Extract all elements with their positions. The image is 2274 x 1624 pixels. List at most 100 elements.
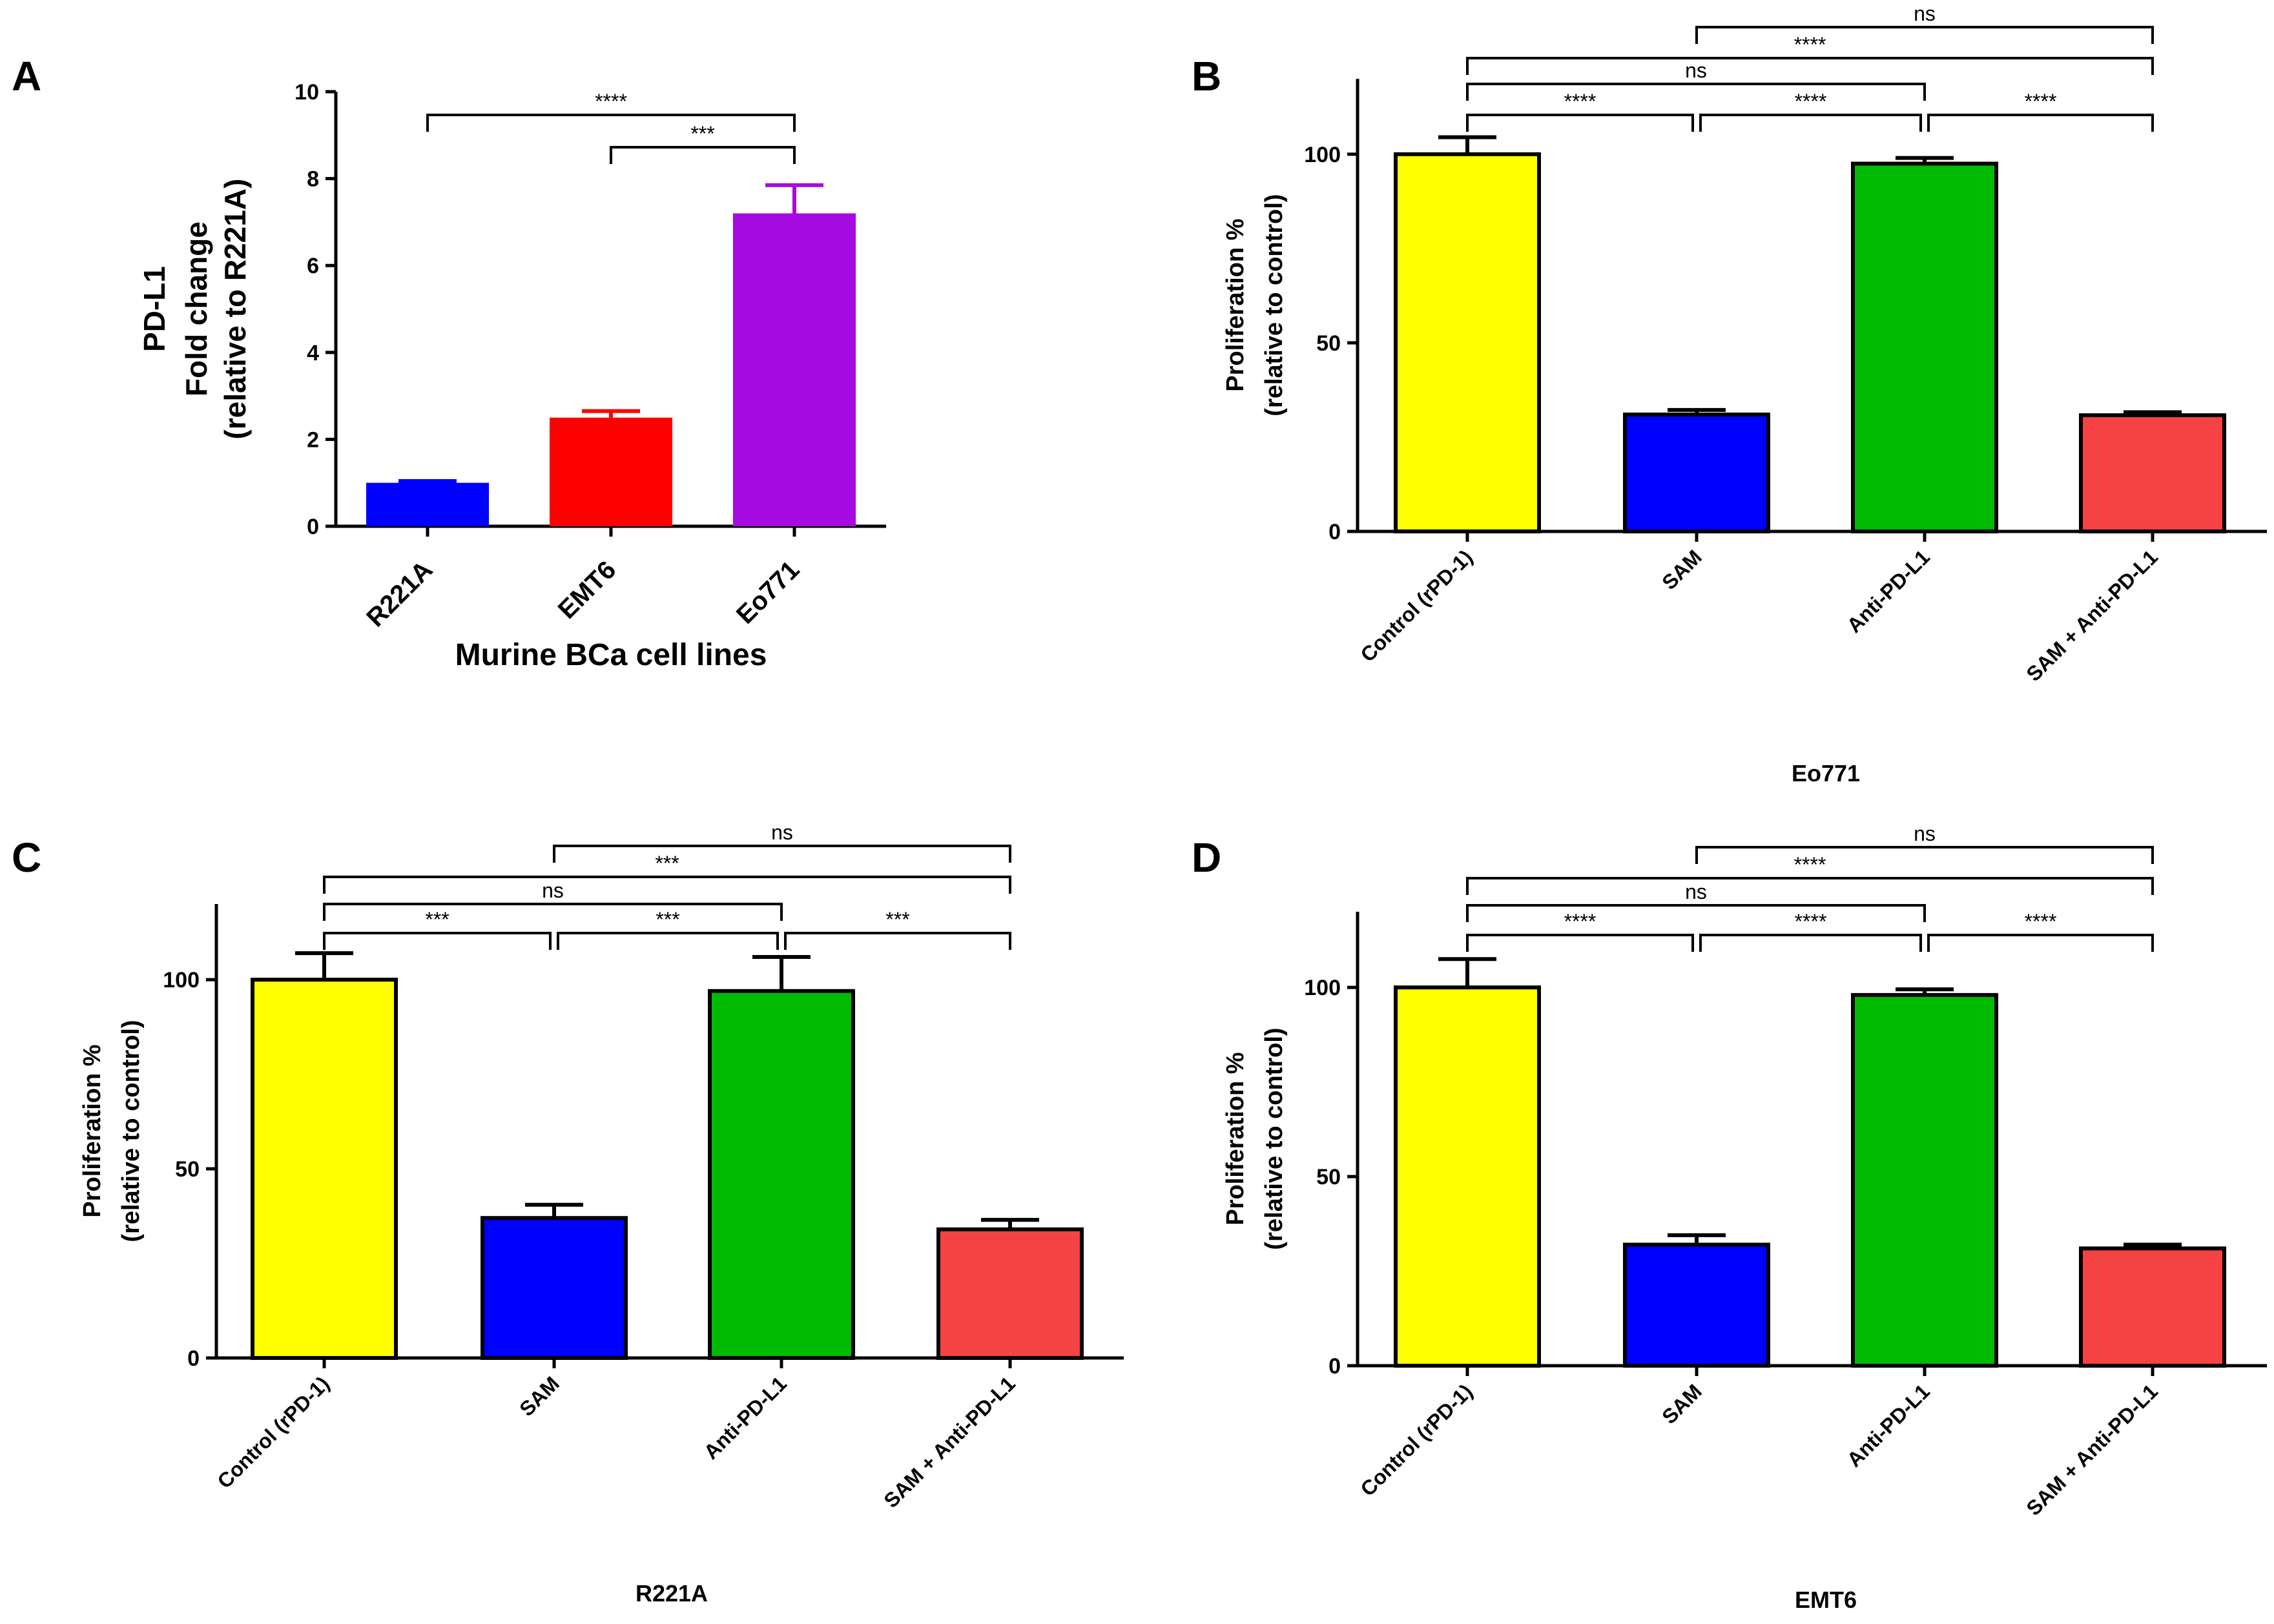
significance-bracket [323, 876, 1011, 894]
significance-label: ns [1914, 822, 1936, 845]
y-tick-label: 100 [1304, 976, 1341, 1000]
significance-bracket [1466, 934, 1694, 952]
category-label: SAM + Anti-PD-L1 [879, 1372, 1020, 1512]
significance-label: *** [656, 908, 679, 931]
y-axis-title: Fold change [180, 221, 213, 396]
significance-bracket [1466, 114, 1694, 132]
y-tick-label: 8 [307, 167, 319, 192]
y-axis-title: Proliferation % [79, 1044, 106, 1217]
significance-bracket [1466, 57, 2154, 75]
panel-label: C [12, 834, 41, 881]
bar [1851, 992, 1998, 1368]
significance-bracket [1695, 26, 2154, 44]
category-label: SAM [1657, 1379, 1706, 1428]
significance-label: ns [1914, 2, 1936, 25]
significance-bracket [1927, 934, 2154, 952]
category-label: EMT6 [553, 555, 622, 624]
chart-panel-a: A 0 2 4 6 8 10 R221A EMT6 Eo771 PD-L1 Fold change (r… [12, 53, 886, 672]
significance-bracket [426, 114, 796, 132]
significance-label: *** [655, 852, 679, 875]
significance-label: ns [542, 879, 564, 902]
category-label: Control (rPD-1) [1356, 545, 1477, 666]
significance-bracket [1927, 114, 2154, 132]
y-tick-label: 10 [295, 80, 319, 105]
category-label: SAM [515, 1372, 564, 1421]
bar [1394, 152, 1541, 534]
category-label: Control (rPD-1) [212, 1372, 334, 1493]
bar [2079, 413, 2226, 533]
y-axis-title: PD-L1 [138, 266, 171, 352]
bar [481, 1216, 628, 1361]
y-tick-label: 6 [307, 254, 319, 278]
y-axis-title: (relative to control) [1261, 1027, 1288, 1249]
significance-label: **** [1794, 33, 1826, 56]
significance-bracket [1695, 846, 2154, 864]
y-tick-label: 50 [1316, 331, 1341, 356]
significance-bracket [553, 845, 1011, 863]
y-tick-label: 0 [1328, 1354, 1341, 1379]
x-axis-title: R221A [636, 1580, 708, 1607]
significance-label: **** [1564, 90, 1597, 113]
panel-label: A [12, 53, 41, 99]
category-label: Anti-PD-L1 [1843, 1379, 1934, 1471]
bar [550, 417, 672, 526]
y-tick-label: 0 [187, 1346, 200, 1371]
y-tick-label: 100 [1304, 143, 1341, 167]
x-axis-title: Eo771 [1792, 760, 1860, 786]
y-axis-title: Proliferation % [1222, 1052, 1249, 1225]
significance-bracket [323, 932, 552, 950]
bar [251, 978, 398, 1360]
category-label: SAM [1657, 545, 1706, 594]
significance-bracket [557, 932, 779, 950]
significance-bracket [1699, 934, 1922, 952]
panel-label: D [1192, 834, 1221, 881]
significance-label: **** [1794, 853, 1826, 876]
significance-bracket [323, 903, 783, 921]
category-label: Anti-PD-L1 [699, 1372, 791, 1463]
bar [936, 1227, 1084, 1360]
x-axis-title: Murine BCa cell lines [455, 638, 767, 672]
significance-bracket [1466, 904, 1926, 922]
bar [733, 213, 856, 526]
bar [708, 989, 855, 1361]
significance-label: **** [595, 90, 627, 113]
y-axis-title: Proliferation % [1222, 218, 1249, 391]
category-label: SAM + Anti-PD-L1 [2021, 1379, 2162, 1520]
category-label: R221A [361, 555, 438, 632]
significance-label: **** [2025, 910, 2057, 933]
y-tick-label: 100 [163, 968, 200, 992]
bar [1394, 985, 1541, 1368]
significance-label: *** [425, 908, 449, 931]
y-tick-label: 0 [307, 515, 319, 539]
significance-label: **** [1795, 90, 1827, 113]
significance-label: **** [1795, 910, 1827, 933]
bar [1623, 412, 1770, 533]
significance-label: *** [885, 908, 909, 931]
y-axis-title: (relative to R221A) [218, 179, 252, 440]
category-label: Anti-PD-L1 [1843, 545, 1934, 637]
significance-label: **** [2025, 90, 2057, 113]
y-axis-title: (relative to control) [1261, 194, 1288, 416]
x-axis-title: EMT6 [1795, 1587, 1857, 1613]
significance-bracket [1466, 83, 1926, 101]
y-tick-label: 50 [1316, 1165, 1341, 1189]
bar [2079, 1246, 2226, 1368]
category-label: Control (rPD-1) [1356, 1379, 1477, 1501]
significance-label: ns [771, 821, 793, 844]
panel-label: B [1192, 53, 1221, 99]
bar [366, 482, 489, 526]
category-label: SAM + Anti-PD-L1 [2021, 545, 2162, 686]
y-axis-title: (relative to control) [118, 1020, 145, 1242]
significance-label: *** [690, 122, 714, 145]
significance-bracket [1466, 877, 2154, 895]
chart-panel-b: B 0 50 100 Control (rPD-1) SAM Anti-PD-L1 SAM +… [1192, 2, 2267, 786]
y-tick-label: 2 [307, 427, 319, 452]
y-tick-label: 4 [307, 341, 319, 365]
significance-bracket [610, 146, 796, 164]
bar [1623, 1242, 1770, 1368]
y-tick-label: 0 [1328, 520, 1341, 544]
chart-panel-c: C 0 50 100 Control (rPD-1) SAM Anti-PD-L1 SAM +… [12, 821, 1124, 1607]
significance-label: ns [1685, 880, 1707, 903]
significance-bracket [1699, 114, 1922, 132]
